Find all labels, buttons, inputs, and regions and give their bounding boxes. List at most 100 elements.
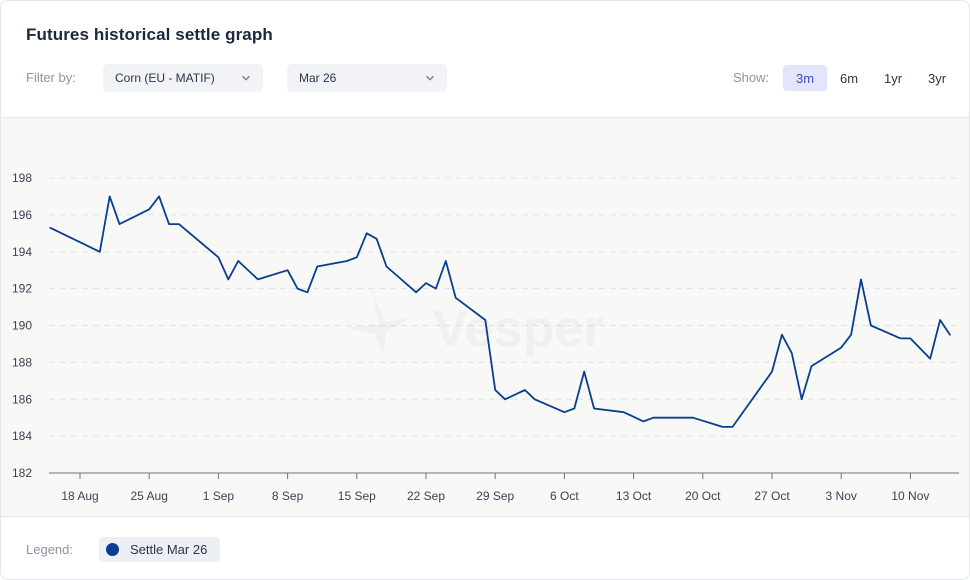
data-point [284, 266, 292, 274]
data-point [640, 417, 648, 425]
data-point [837, 344, 845, 352]
commodity-select[interactable]: Corn (EU - MATIF) [103, 64, 263, 92]
data-point [145, 205, 153, 213]
x-tick-label: 29 Sep [476, 489, 514, 503]
data-point [906, 334, 914, 342]
data-point [847, 331, 855, 339]
filter-label: Filter by: [26, 70, 76, 85]
data-point [926, 355, 934, 363]
data-point [373, 235, 381, 243]
y-tick-label: 192 [12, 282, 32, 296]
series-layer [46, 192, 954, 431]
data-point [303, 288, 311, 296]
data-point [778, 331, 786, 339]
x-tick-label: 18 Aug [61, 489, 98, 503]
data-point [531, 395, 539, 403]
data-point [570, 405, 578, 413]
data-point [521, 386, 529, 394]
chevron-down-icon [426, 75, 434, 81]
data-point [432, 285, 440, 293]
x-tick-label: 27 Oct [754, 489, 790, 503]
vesper-watermark: Vesper [346, 288, 604, 358]
data-point [659, 414, 667, 422]
y-tick-label: 190 [12, 319, 32, 333]
data-point [234, 257, 242, 265]
data-point [165, 220, 173, 228]
data-point [946, 331, 954, 339]
data-point [788, 349, 796, 357]
data-point [689, 414, 697, 422]
show-label: Show: [733, 70, 770, 85]
settle-line-chart[interactable]: Vesper 182 184 186 188 190 192 194 196 198 18 Au… [1, 118, 970, 518]
x-tick-label: 10 Nov [891, 489, 929, 503]
data-point [96, 248, 104, 256]
x-tick-label: 1 Sep [203, 489, 235, 503]
chart-area[interactable]: Vesper 182 184 186 188 190 192 194 196 198 18 Au… [1, 117, 970, 518]
legend-color-dot [106, 543, 119, 556]
x-axis: 18 Aug 25 Aug 1 Sep 8 Sep 15 Sep 22 Sep 29 Sep… [49, 472, 959, 503]
data-point [224, 275, 232, 283]
data-point [353, 253, 361, 261]
data-point [175, 220, 183, 228]
data-point [590, 405, 598, 413]
data-point [808, 362, 816, 370]
x-tick-label: 8 Sep [272, 489, 304, 503]
data-point [363, 229, 371, 237]
chevron-down-icon [242, 75, 250, 81]
data-point [294, 285, 302, 293]
x-tick-label: 15 Sep [338, 489, 376, 503]
x-tick-label: 6 Oct [550, 489, 579, 503]
range-3m-button[interactable]: 3m [783, 65, 827, 91]
data-point [452, 294, 460, 302]
watermark-text: Vesper [433, 300, 604, 358]
data-point [729, 423, 737, 431]
y-tick-label: 196 [12, 208, 32, 222]
data-point [768, 368, 776, 376]
data-point [719, 423, 727, 431]
y-tick-label: 194 [12, 245, 32, 259]
data-point [383, 263, 391, 271]
data-point [481, 316, 489, 324]
legend-label: Legend: [26, 542, 73, 557]
data-point [412, 288, 420, 296]
y-tick-label: 186 [12, 392, 32, 406]
data-point [936, 316, 944, 324]
legend-item-settle[interactable]: Settle Mar 26 [99, 537, 220, 562]
data-point [580, 368, 588, 376]
range-1yr-button[interactable]: 1yr [883, 70, 903, 86]
data-point [649, 414, 657, 422]
data-point [422, 279, 430, 287]
data-point [46, 224, 54, 232]
data-point [857, 275, 865, 283]
data-point [867, 322, 875, 330]
data-point [106, 192, 114, 200]
data-point [343, 257, 351, 265]
data-point [313, 263, 321, 271]
contract-select[interactable]: Mar 26 [287, 64, 447, 92]
x-tick-label: 3 Nov [826, 489, 857, 503]
data-point [155, 192, 163, 200]
y-tick-label: 198 [12, 171, 32, 185]
y-tick-label: 184 [12, 429, 32, 443]
data-point [620, 408, 628, 416]
data-point [116, 220, 124, 228]
data-point [501, 395, 509, 403]
commodity-select-value: Corn (EU - MATIF) [115, 71, 215, 85]
x-tick-label: 20 Oct [685, 489, 721, 503]
data-point [560, 408, 568, 416]
contract-select-value: Mar 26 [299, 71, 337, 85]
y-tick-label: 182 [12, 466, 32, 480]
page-title: Futures historical settle graph [26, 25, 273, 44]
data-point [214, 253, 222, 261]
range-6m-button[interactable]: 6m [839, 70, 859, 86]
range-3yr-button[interactable]: 3yr [927, 70, 947, 86]
x-tick-label: 13 Oct [616, 489, 652, 503]
y-tick-label: 188 [12, 355, 32, 369]
data-point [254, 275, 262, 283]
data-point [491, 386, 499, 394]
y-axis: 182 184 186 188 190 192 194 196 198 [12, 171, 32, 480]
series-line-settle [49, 195, 951, 428]
legend-item-label: Settle Mar 26 [130, 542, 208, 557]
x-tick-label: 22 Sep [407, 489, 445, 503]
